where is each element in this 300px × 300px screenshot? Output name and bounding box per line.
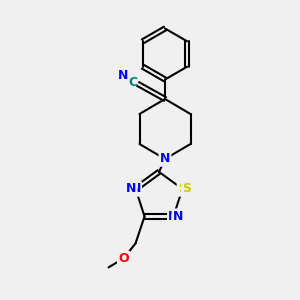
Text: N: N bbox=[168, 210, 178, 223]
Text: C: C bbox=[128, 76, 137, 89]
Text: N: N bbox=[160, 152, 170, 166]
Text: N: N bbox=[130, 182, 141, 195]
Text: N: N bbox=[173, 210, 183, 223]
Text: S: S bbox=[178, 182, 187, 195]
Text: S: S bbox=[182, 182, 191, 195]
Text: N: N bbox=[126, 182, 136, 195]
Text: N: N bbox=[118, 69, 128, 82]
Text: O: O bbox=[118, 252, 129, 265]
